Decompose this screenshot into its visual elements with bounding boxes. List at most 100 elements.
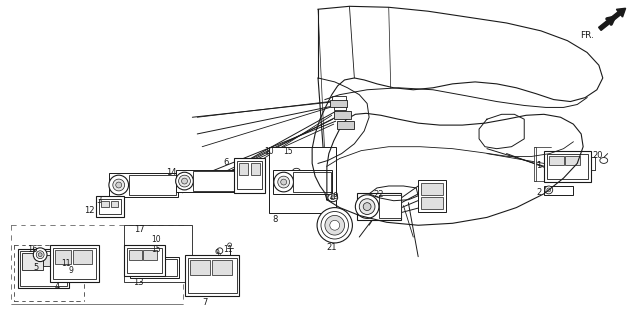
Bar [22, 253, 43, 270]
Text: 16: 16 [28, 245, 38, 254]
Bar [143, 250, 157, 259]
Bar [336, 114, 346, 118]
Text: 2: 2 [536, 188, 541, 197]
Bar [186, 255, 239, 296]
Ellipse shape [131, 262, 142, 273]
Bar [50, 245, 99, 282]
Text: 1: 1 [536, 162, 541, 171]
Ellipse shape [38, 253, 42, 257]
Bar [534, 147, 536, 181]
Bar [17, 249, 68, 288]
Bar [111, 201, 118, 206]
Bar [129, 175, 175, 195]
Bar [566, 156, 580, 165]
Ellipse shape [217, 248, 223, 254]
Ellipse shape [292, 168, 300, 174]
Bar [145, 259, 177, 276]
Text: 11: 11 [61, 259, 70, 268]
Text: 10: 10 [264, 147, 274, 156]
Ellipse shape [321, 211, 348, 239]
Ellipse shape [116, 182, 122, 188]
Bar [109, 173, 178, 197]
Text: 19: 19 [328, 192, 339, 201]
Ellipse shape [179, 175, 190, 187]
Bar [124, 245, 165, 276]
Bar [544, 186, 573, 195]
Text: 5: 5 [33, 263, 38, 272]
Bar [252, 163, 260, 175]
Bar [20, 251, 67, 286]
Bar [239, 163, 248, 175]
Text: 14: 14 [166, 168, 177, 177]
Bar [548, 156, 563, 165]
Bar [190, 259, 210, 275]
Bar [55, 250, 70, 264]
Bar [547, 153, 588, 179]
Ellipse shape [278, 176, 289, 188]
Bar [129, 257, 179, 278]
Text: 11: 11 [223, 245, 232, 254]
Bar [212, 259, 232, 275]
Text: 12: 12 [84, 206, 95, 215]
Ellipse shape [545, 186, 553, 194]
Ellipse shape [175, 172, 193, 190]
Bar [544, 151, 591, 182]
Bar [333, 111, 351, 119]
Ellipse shape [113, 179, 125, 191]
Bar [53, 248, 96, 279]
Text: 4: 4 [55, 282, 60, 291]
Bar [333, 105, 346, 110]
Text: 21: 21 [326, 243, 337, 252]
Bar [72, 250, 92, 264]
Bar [193, 171, 235, 191]
Bar [129, 250, 142, 259]
Bar [99, 199, 121, 215]
Ellipse shape [328, 194, 338, 202]
Bar [237, 162, 262, 189]
Bar [357, 193, 401, 220]
Bar [294, 172, 331, 192]
Bar [337, 121, 355, 129]
Ellipse shape [547, 188, 551, 192]
Ellipse shape [600, 157, 608, 163]
Bar [96, 196, 124, 217]
Text: 6: 6 [224, 158, 229, 167]
Text: 10: 10 [151, 235, 161, 244]
Bar [421, 197, 443, 209]
Text: FR.: FR. [580, 31, 594, 40]
Text: 8: 8 [272, 215, 277, 224]
Ellipse shape [330, 220, 340, 230]
Ellipse shape [281, 179, 287, 185]
Ellipse shape [359, 199, 375, 215]
Ellipse shape [331, 196, 335, 200]
Bar [330, 100, 348, 108]
Text: 3: 3 [96, 196, 102, 205]
Ellipse shape [182, 178, 188, 184]
Bar [273, 170, 332, 194]
Text: 15: 15 [284, 147, 293, 156]
Text: 13: 13 [134, 278, 144, 287]
Bar [234, 158, 265, 193]
Text: 15: 15 [151, 245, 161, 254]
Text: 9: 9 [68, 267, 74, 276]
Ellipse shape [317, 208, 353, 243]
Text: 17: 17 [134, 225, 145, 234]
Text: 20: 20 [592, 151, 602, 160]
Bar [332, 96, 346, 102]
Bar [421, 183, 443, 195]
Bar [124, 225, 193, 282]
Ellipse shape [274, 172, 294, 192]
Bar [269, 147, 336, 214]
Bar [418, 180, 445, 211]
Ellipse shape [64, 273, 70, 279]
FancyArrow shape [598, 8, 626, 30]
Ellipse shape [147, 256, 155, 262]
Ellipse shape [36, 251, 44, 259]
Bar [127, 248, 162, 273]
Ellipse shape [364, 203, 371, 210]
Text: 9: 9 [215, 249, 220, 258]
Ellipse shape [355, 195, 379, 218]
Bar [188, 258, 237, 293]
Ellipse shape [228, 243, 232, 247]
Bar [379, 195, 401, 218]
